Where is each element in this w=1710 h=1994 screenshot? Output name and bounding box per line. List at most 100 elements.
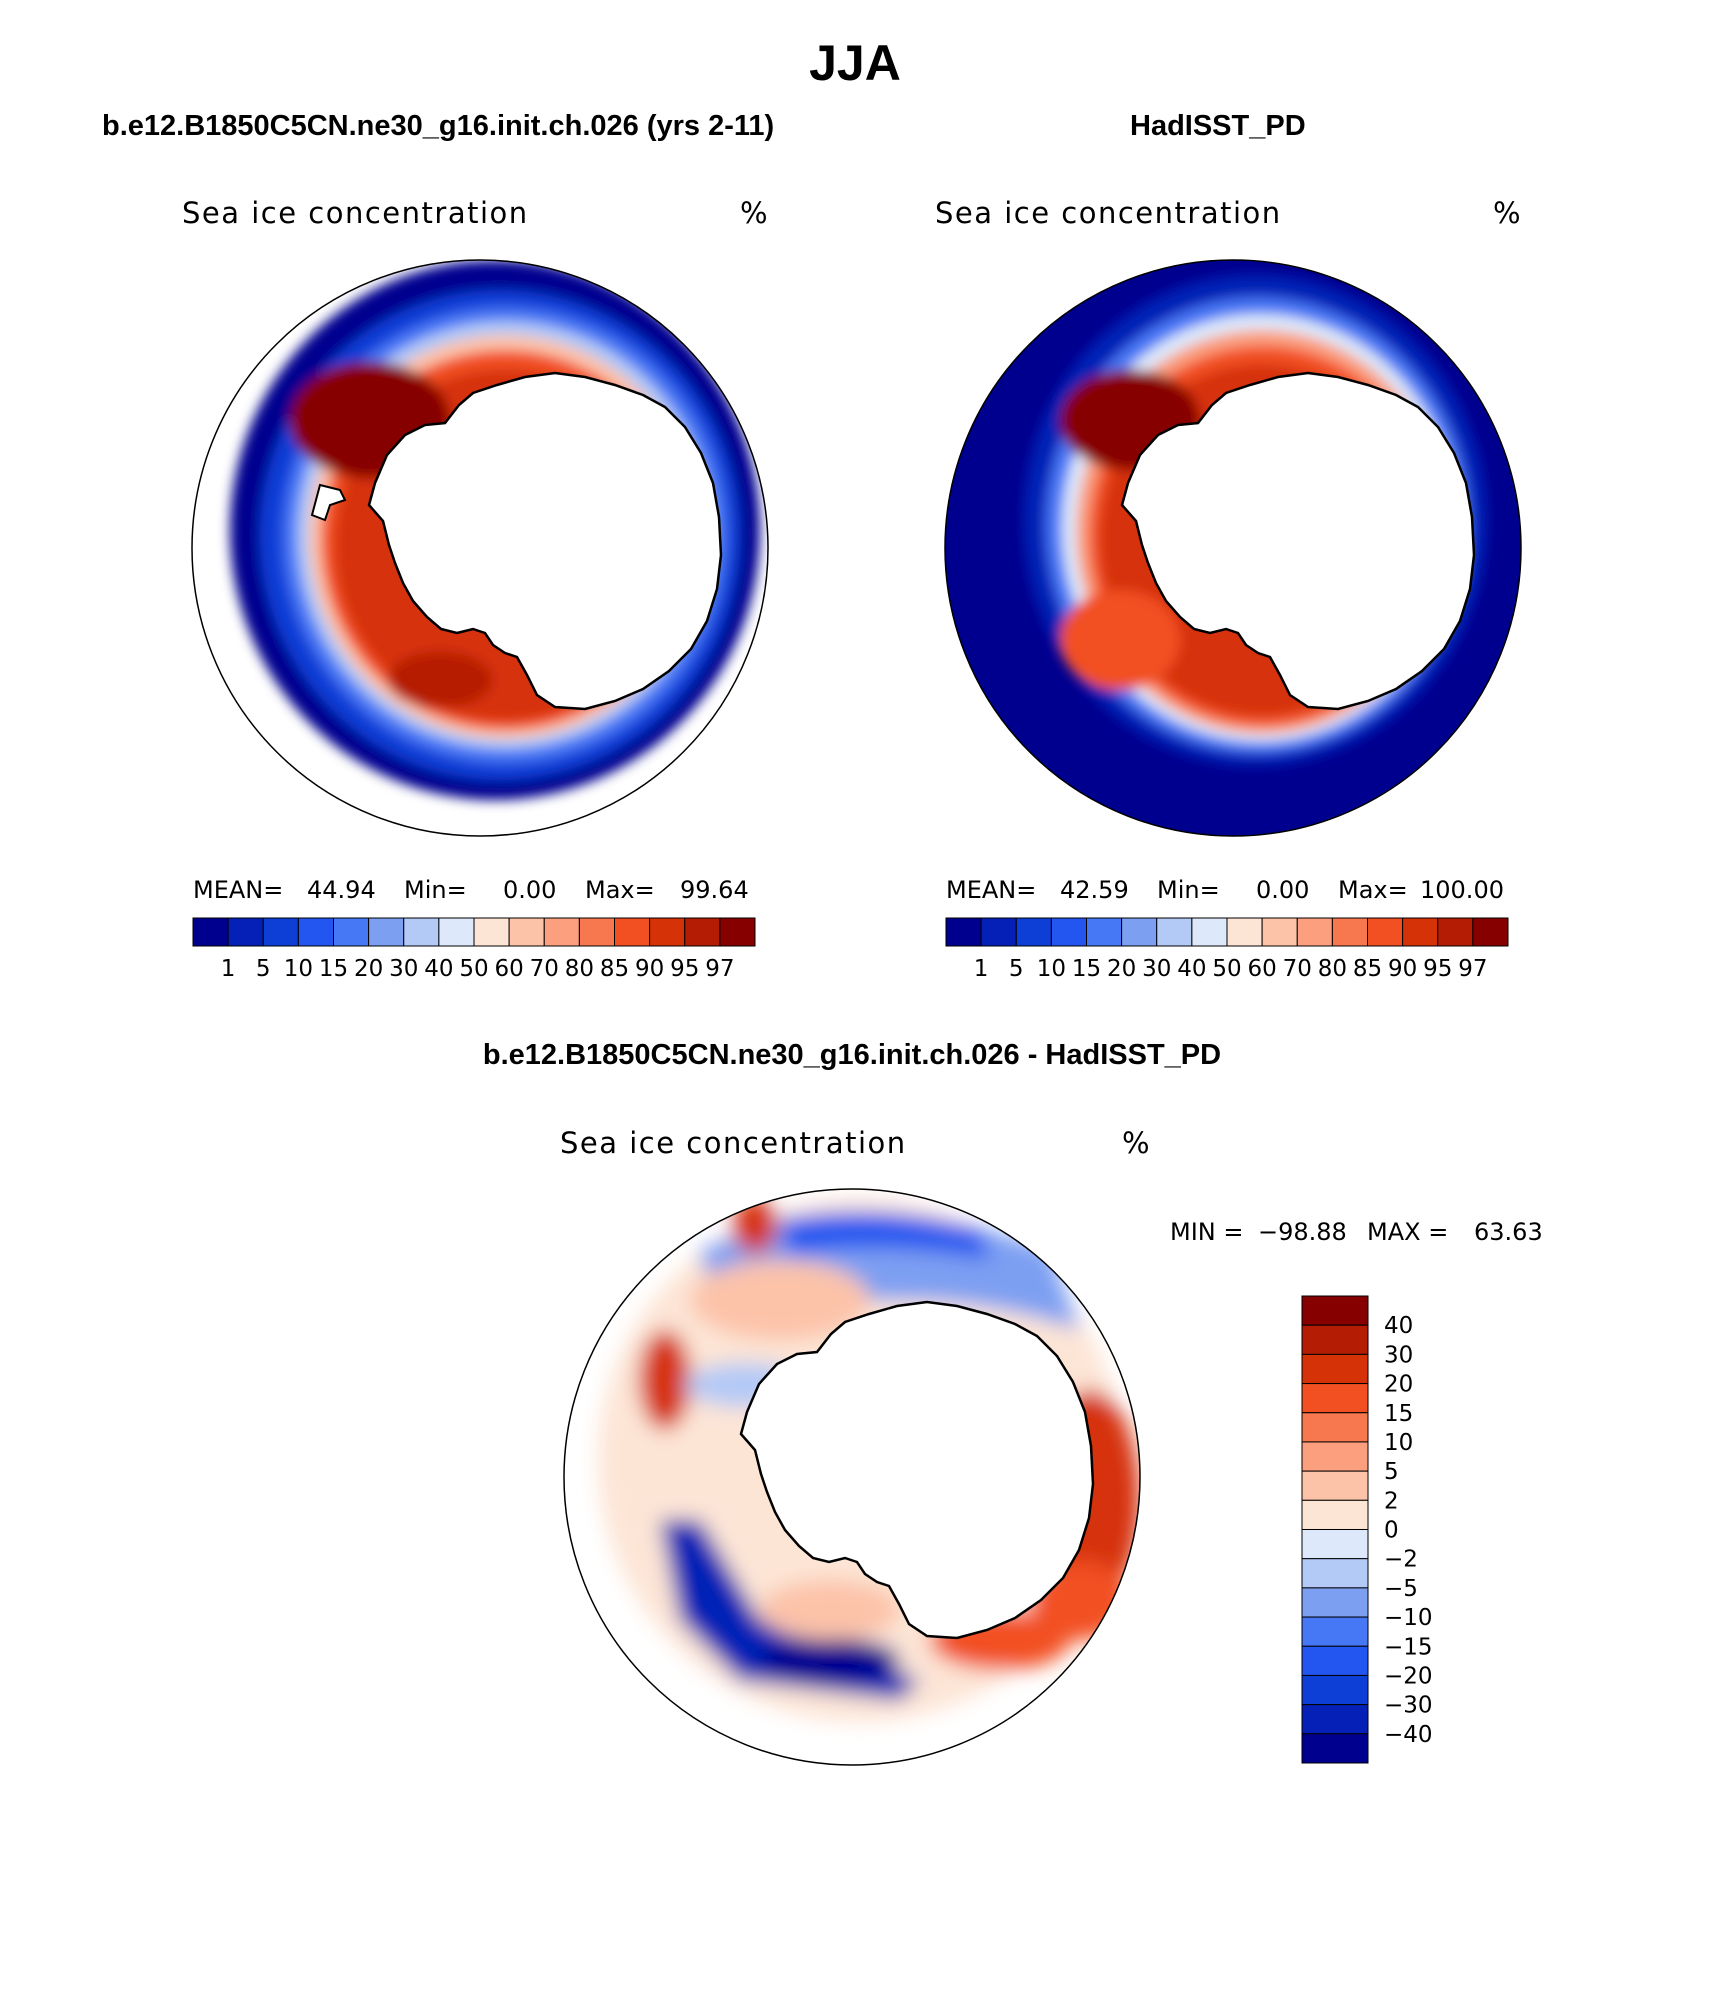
colorbar-swatch — [578, 917, 615, 947]
diff-field-label: Sea ice concentration — [560, 1126, 907, 1160]
colorbar-tick-label: 30 — [389, 956, 418, 982]
colorbar-swatch — [543, 917, 580, 947]
colorbar-tick-label: −30 — [1384, 1693, 1433, 1719]
panel-model-field-label: Sea ice concentration — [182, 196, 529, 230]
panel-obs: HadISST_PD Sea ice concentration % — [935, 110, 1522, 982]
panel-obs-field-label: Sea ice concentration — [935, 196, 1282, 230]
colorbar-tick-label: 97 — [1458, 956, 1487, 982]
colorbar-tick-label: −2 — [1384, 1547, 1418, 1573]
colorbar-swatch — [1437, 917, 1474, 947]
colorbar-swatch — [368, 917, 405, 947]
colorbar-swatch — [1301, 1558, 1369, 1589]
colorbar-swatch — [508, 917, 545, 947]
polar-map-obs — [944, 259, 1522, 837]
mean-value: 44.94 — [307, 876, 376, 904]
colorbar-swatch — [1296, 917, 1333, 947]
colorbar-swatch — [684, 917, 721, 947]
polar-map-diff — [563, 1188, 1141, 1766]
colorbar-swatch — [262, 917, 299, 947]
colorbar-swatch — [1301, 1587, 1369, 1618]
mean-value: 42.59 — [1060, 876, 1129, 904]
colorbar-tick-label: 20 — [1384, 1372, 1413, 1398]
diff-minmax: MIN = −98.88 MAX = 63.63 — [1170, 1218, 1543, 1246]
colorbar-tick-label: −10 — [1384, 1605, 1433, 1631]
diff-max-label: MAX = — [1367, 1218, 1448, 1246]
colorbar-tick-label: 90 — [1388, 956, 1417, 982]
colorbar-tick-label: 10 — [1037, 956, 1066, 982]
panel-model: b.e12.B1850C5CN.ne30_g16.init.ch.026 (yr… — [102, 110, 774, 982]
diff-min-label: MIN = — [1170, 1218, 1243, 1246]
colorbar-tick-label: 40 — [1177, 956, 1206, 982]
colorbar-tick-label: 10 — [1384, 1430, 1413, 1456]
colorbar-swatch — [227, 917, 264, 947]
colorbar-tick-label: 5 — [256, 956, 271, 982]
colorbar-tick-label: 20 — [1107, 956, 1136, 982]
colorbar-tick-label: 60 — [1247, 956, 1276, 982]
colorbar-swatch — [333, 917, 370, 947]
colorbar-swatch — [473, 917, 510, 947]
colorbar-tick-label: 40 — [424, 956, 453, 982]
colorbar-tick-label: 10 — [284, 956, 313, 982]
mean-label: MEAN= — [946, 876, 1036, 904]
max-label: Max= — [585, 876, 655, 904]
colorbar-swatch — [192, 917, 229, 947]
panel-model-units: % — [740, 196, 768, 230]
min-value: 0.00 — [503, 876, 556, 904]
colorbar-swatch — [1301, 1383, 1369, 1414]
colorbar-swatch — [719, 917, 756, 947]
diff-min-value: −98.88 — [1258, 1218, 1347, 1246]
colorbar-tick-label: 95 — [1423, 956, 1452, 982]
colorbar-tick-label: 5 — [1384, 1459, 1399, 1485]
colorbar-swatch — [1301, 1704, 1369, 1735]
colorbar-tick-label: 85 — [1353, 956, 1382, 982]
colorbar-swatch — [1301, 1529, 1369, 1560]
colorbar-tick-label: 1 — [974, 956, 989, 982]
colorbar-tick-label: 5 — [1009, 956, 1024, 982]
colorbar-tick-label: 90 — [635, 956, 664, 982]
panel-model-colorbar: 1 5 10 15 20 30 40 50 60 70 80 85 90 95 97 — [192, 917, 756, 982]
colorbar-swatch — [1331, 917, 1368, 947]
colorbar-swatch — [649, 917, 686, 947]
colorbar-swatch — [1301, 1295, 1369, 1326]
colorbar-tick-label: 30 — [1142, 956, 1171, 982]
colorbar-tick-label: 40 — [1384, 1313, 1413, 1339]
colorbar-swatch — [1301, 1645, 1369, 1676]
colorbar-tick-label: 85 — [600, 956, 629, 982]
mean-label: MEAN= — [193, 876, 283, 904]
panel-obs-stats: MEAN= 42.59 Min= 0.00 Max= 100.00 — [946, 876, 1504, 904]
panel-diff: b.e12.B1850C5CN.ne30_g16.init.ch.026 - H… — [483, 1039, 1543, 1766]
polar-map-model — [191, 259, 769, 837]
colorbar-tick-label: 50 — [1212, 956, 1241, 982]
max-value: 99.64 — [680, 876, 749, 904]
colorbar-swatch — [1191, 917, 1228, 947]
colorbar-swatch — [1301, 1324, 1369, 1355]
colorbar-swatch — [1301, 1441, 1369, 1472]
colorbar-tick-label: 70 — [530, 956, 559, 982]
colorbar-tick-label: 2 — [1384, 1488, 1399, 1514]
colorbar-swatch — [1156, 917, 1193, 947]
panel-obs-case-title: HadISST_PD — [1130, 110, 1306, 142]
colorbar-tick-label: 20 — [354, 956, 383, 982]
colorbar-tick-label: 30 — [1384, 1342, 1413, 1368]
colorbar-swatch — [1301, 1412, 1369, 1443]
colorbar-tick-label: −40 — [1384, 1722, 1433, 1748]
colorbar-swatch — [403, 917, 440, 947]
diff-max-value: 63.63 — [1474, 1218, 1543, 1246]
colorbar-tick-label: 97 — [705, 956, 734, 982]
min-value: 0.00 — [1256, 876, 1309, 904]
panel-obs-units: % — [1493, 196, 1521, 230]
colorbar-swatch — [1015, 917, 1052, 947]
colorbar-tick-label: 15 — [319, 956, 348, 982]
colorbar-tick-label: 95 — [670, 956, 699, 982]
colorbar-swatch — [1261, 917, 1298, 947]
colorbar-swatch — [1301, 1499, 1369, 1530]
colorbar-tick-label: 15 — [1072, 956, 1101, 982]
colorbar-swatch — [1301, 1674, 1369, 1706]
colorbar-tick-label: 60 — [494, 956, 523, 982]
colorbar-swatch — [1301, 1733, 1369, 1764]
colorbar-swatch — [1121, 917, 1158, 947]
colorbar-tick-label: 15 — [1384, 1401, 1413, 1427]
colorbar-tick-label: 0 — [1384, 1518, 1399, 1544]
colorbar-swatch — [980, 917, 1017, 947]
